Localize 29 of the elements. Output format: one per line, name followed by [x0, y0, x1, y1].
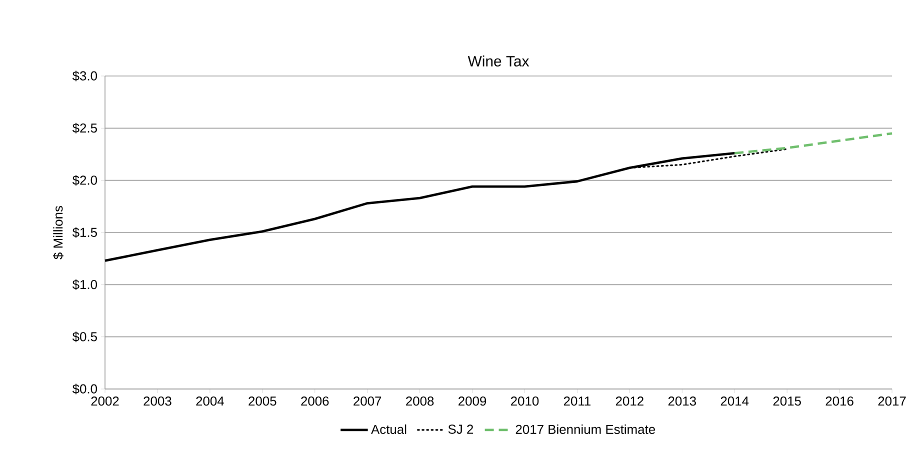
x-tick-label: 2008: [406, 396, 434, 406]
y-tick-label: $1.0: [72, 279, 98, 290]
y-tick-label: $0.0: [72, 384, 98, 394]
y-tick-label: $3.0: [72, 70, 98, 82]
y-tick-label: $2.0: [72, 175, 98, 186]
x-tick-label: 2006: [301, 396, 329, 406]
legend-label: SJ 2: [448, 424, 473, 434]
y-tick-label: $1.5: [72, 227, 97, 238]
x-tick-label: 2012: [616, 396, 644, 406]
x-tick-label: 2002: [91, 396, 119, 406]
y-tick-label: $0.5: [72, 332, 97, 342]
x-tick-label: 2004: [196, 396, 224, 406]
x-tick-label: 2011: [564, 396, 590, 406]
x-tick-label: 2015: [773, 396, 801, 406]
legend-label: Actual: [371, 424, 406, 434]
x-tick-label: 2010: [510, 396, 539, 406]
x-tick-label: 2013: [668, 396, 696, 406]
x-tick-label: 2017: [878, 396, 906, 406]
x-tick-label: 2016: [826, 396, 854, 406]
x-tick-label: 2009: [458, 396, 486, 406]
x-tick-label: 2014: [720, 396, 749, 406]
line-series: [733, 132, 894, 154]
x-tick-label: 2005: [248, 396, 276, 406]
y-axis-title: $ Millions: [52, 206, 64, 260]
chart-title: Wine Tax: [468, 56, 530, 66]
y-tick-label: $2.5: [72, 122, 97, 134]
x-tick-label: 2003: [144, 396, 172, 406]
legend-label: 2017 Biennium Estimate: [516, 424, 656, 434]
x-tick-label: 2007: [354, 396, 382, 406]
